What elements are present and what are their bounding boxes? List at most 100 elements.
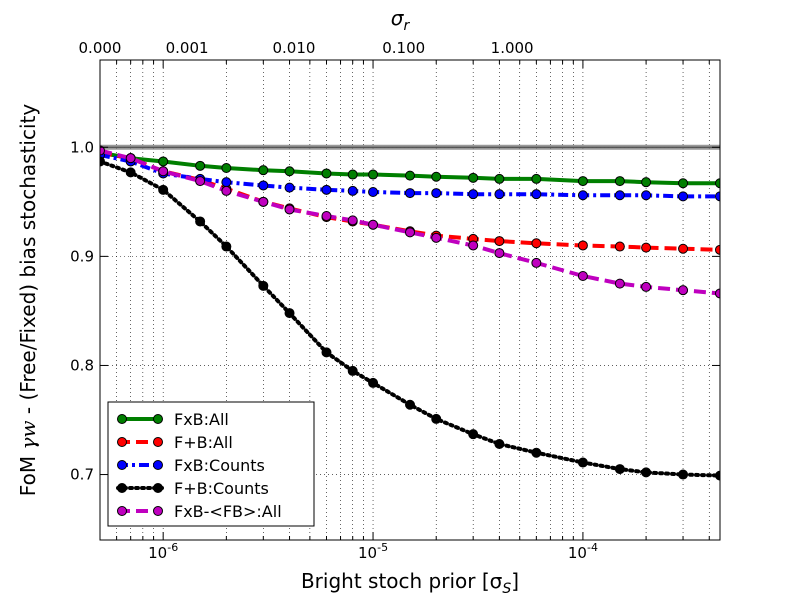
data-point — [531, 173, 542, 184]
x-tick-label-base: 10 — [148, 544, 167, 562]
legend-marker — [153, 460, 163, 470]
data-point — [577, 190, 588, 201]
x-axis-title-subscript: S — [502, 581, 511, 597]
data-point — [368, 187, 379, 197]
top-tick-label: 0.000 — [79, 39, 122, 57]
y-tick-label: 0.8 — [70, 356, 94, 374]
data-point — [715, 470, 720, 481]
data-point — [258, 180, 269, 191]
data-point — [405, 170, 415, 181]
tick-labels: 0.70.80.91.010-6 10-5 10-40.000 0.001 0.010 0… — [70, 39, 598, 562]
data-point — [431, 171, 442, 182]
data-point — [405, 188, 415, 199]
x-tick-label-base: 10 — [358, 544, 377, 562]
data-point — [614, 190, 625, 201]
data-point — [641, 177, 652, 188]
data-point — [678, 243, 689, 254]
legend: FxB:All F+B:All FxB:Counts F+B:Counts FxB-<F… — [107, 401, 315, 527]
data-point — [100, 145, 105, 156]
data-point — [531, 257, 542, 268]
data-point — [221, 185, 232, 196]
data-point — [577, 457, 588, 468]
top-axis-subscript: r — [403, 18, 410, 34]
data-point — [368, 169, 379, 180]
legend-label: F+B:All — [174, 433, 233, 452]
data-point — [347, 169, 358, 180]
data-point — [158, 184, 169, 195]
data-point — [531, 238, 542, 249]
legend-marker — [153, 414, 163, 424]
legend-label: FxB:Counts — [174, 456, 265, 475]
x-axis-title-close: ] — [511, 569, 519, 593]
data-point — [494, 189, 505, 200]
data-point — [468, 429, 479, 440]
legend-label: FxB:All — [174, 410, 229, 429]
legend-marker — [117, 414, 127, 424]
legend-marker — [117, 460, 127, 470]
data-point — [678, 178, 689, 189]
data-point — [614, 278, 625, 289]
data-point — [468, 172, 479, 183]
data-point — [284, 308, 295, 319]
data-point — [715, 244, 720, 255]
data-point — [195, 216, 206, 227]
data-point — [321, 347, 332, 358]
data-point — [641, 281, 652, 292]
legend-marker — [117, 483, 127, 493]
data-point — [321, 184, 332, 195]
y-axis-title-prefix: FoM — [16, 450, 40, 497]
top-tick-label: 0.010 — [272, 39, 315, 57]
data-point — [405, 399, 415, 410]
data-point — [221, 241, 232, 252]
data-point — [494, 248, 505, 259]
top-axis-symbol: σ — [391, 6, 405, 30]
data-point — [641, 190, 652, 201]
data-point — [577, 271, 588, 281]
data-point — [347, 215, 358, 226]
data-point — [431, 232, 442, 243]
data-point — [641, 467, 652, 478]
data-point — [494, 236, 505, 247]
y-axis-title-math: γw — [16, 420, 40, 449]
data-point — [494, 439, 505, 449]
data-point — [614, 464, 625, 475]
data-point — [368, 219, 379, 230]
x-axis-title: Bright stoch prior [σS] — [301, 569, 519, 597]
y-axis-title: FoM γw - (Free/Fixed) bias stochasticity — [16, 104, 40, 497]
legend-marker — [153, 437, 163, 447]
data-point — [347, 185, 358, 196]
data-point — [258, 165, 269, 176]
data-point — [468, 189, 479, 200]
data-point — [195, 176, 206, 187]
x-axis-title-main: Bright stoch prior [σ — [301, 569, 503, 593]
data-point — [715, 288, 720, 299]
data-point — [284, 166, 295, 177]
data-point — [431, 413, 442, 424]
data-point — [577, 240, 588, 251]
data-point — [678, 285, 689, 296]
x-tick-label-exponent: -6 — [167, 541, 178, 554]
data-point — [321, 168, 332, 179]
y-axis-title-suffix: - (Free/Fixed) bias stochasticity — [16, 104, 40, 421]
data-point — [284, 204, 295, 215]
data-point — [284, 182, 295, 193]
x-tick-label: 10-4 — [568, 541, 598, 562]
data-point — [405, 227, 415, 238]
legend-marker — [117, 437, 127, 447]
x-tick-label: 10-5 — [358, 541, 388, 562]
data-point — [431, 188, 442, 199]
legend-label: F+B:Counts — [174, 479, 269, 498]
data-point — [678, 191, 689, 202]
grid-lines — [99, 60, 720, 540]
plot-frame — [99, 59, 721, 541]
legend-label: FxB-<FB>:All — [174, 502, 282, 521]
series-line — [100, 159, 720, 478]
data-point — [258, 280, 269, 291]
data-point — [100, 156, 105, 167]
series-lines — [100, 145, 720, 481]
data-point — [715, 178, 720, 189]
data-point — [158, 156, 169, 167]
data-point — [221, 163, 232, 173]
x-tick-label: 10-6 — [148, 541, 178, 562]
